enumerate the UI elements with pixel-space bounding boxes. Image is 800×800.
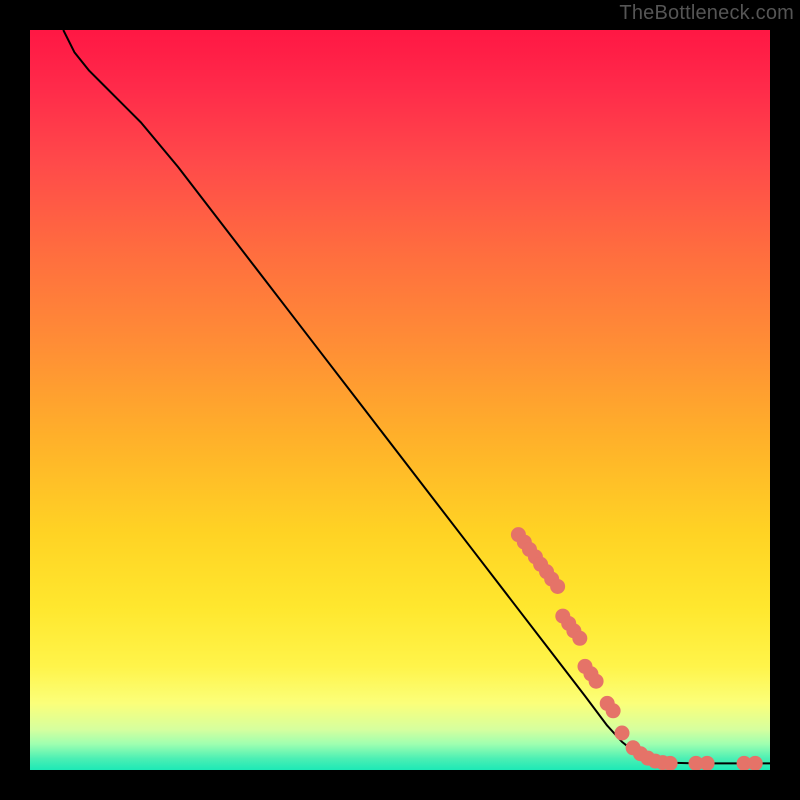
chart-background bbox=[30, 30, 770, 770]
chart-container bbox=[30, 30, 770, 770]
data-point bbox=[606, 703, 621, 718]
data-point bbox=[589, 674, 604, 689]
bottleneck-curve-chart bbox=[30, 30, 770, 770]
data-point bbox=[550, 579, 565, 594]
watermark-text: TheBottleneck.com bbox=[619, 2, 794, 25]
data-point bbox=[572, 631, 587, 646]
data-point bbox=[615, 726, 630, 741]
